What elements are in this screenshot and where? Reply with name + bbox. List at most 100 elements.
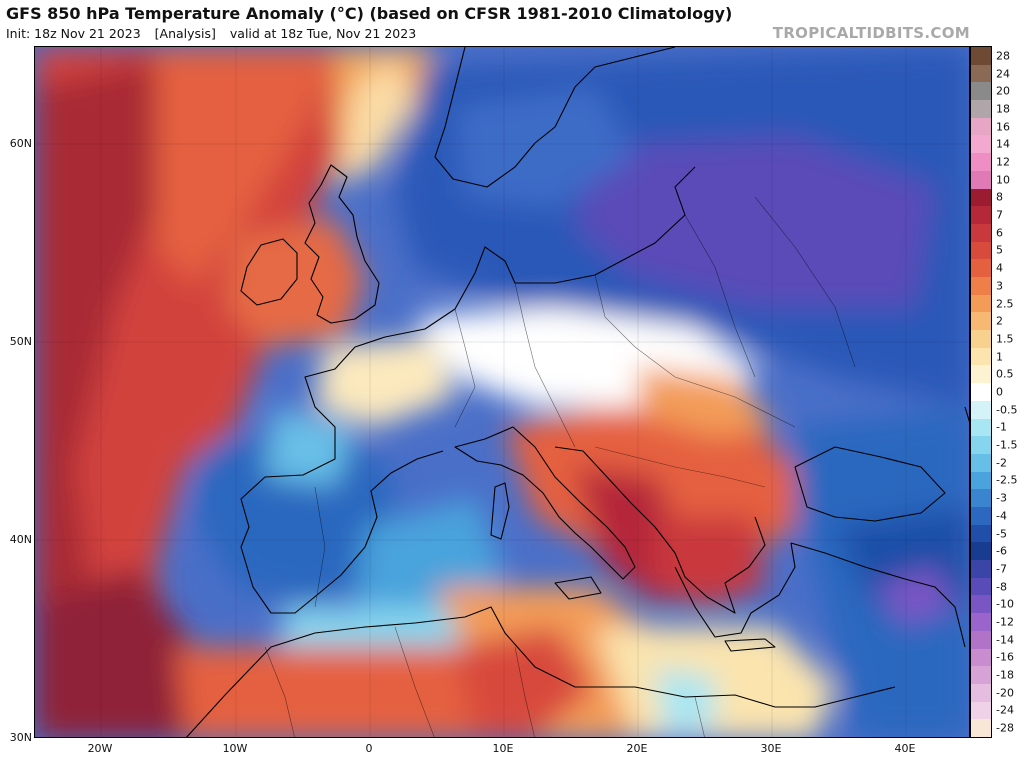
colorbar-label: 0.5 [996, 367, 1014, 381]
chart-title: GFS 850 hPa Temperature Anomaly (°C) (ba… [6, 4, 733, 23]
colorbar-label: 4 [996, 261, 1003, 275]
colorbar-label: -7 [996, 562, 1007, 576]
colorbar-label: -12 [996, 615, 1014, 629]
colorbar-swatch [971, 613, 991, 632]
colorbar-label: 12 [996, 155, 1010, 169]
valid-time: valid at 18z Tue, Nov 21 2023 [229, 26, 417, 41]
lat-label-60n: 60N [9, 137, 32, 150]
colorbar-swatch [971, 277, 991, 296]
colorbar-label: 0 [996, 385, 1003, 399]
colorbar-swatch [971, 241, 991, 260]
colorbar-swatch [971, 453, 991, 473]
colorbar-swatch [971, 400, 991, 420]
colorbar-label: -10 [996, 597, 1014, 611]
lon-label-30e: 30E [760, 742, 782, 755]
colorbar-swatch [971, 701, 991, 720]
colorbar-swatch [971, 542, 991, 561]
colorbar-label: 5 [996, 243, 1003, 257]
colorbar-swatch [971, 577, 991, 596]
colorbar-swatch [971, 418, 991, 437]
colorbar-swatch [971, 117, 991, 136]
colorbar-swatch [971, 666, 991, 685]
colorbar-swatch [971, 630, 991, 650]
colorbar-swatch [971, 330, 991, 349]
colorbar-swatch [971, 347, 991, 366]
colorbar-swatch [971, 64, 991, 83]
colorbar-swatch [971, 259, 991, 278]
brand-watermark: TROPICALTIDBITS.COM [772, 24, 970, 42]
colorbar-label: -2 [996, 456, 1007, 470]
colorbar-label: -4 [996, 509, 1007, 523]
colorbar-label: 7 [996, 208, 1003, 222]
colorbar-swatch [971, 719, 991, 738]
colorbar-label: 24 [996, 67, 1010, 81]
graticule [35, 47, 969, 737]
lat-label-50n: 50N [9, 335, 32, 348]
colorbar-swatch [971, 170, 991, 190]
colorbar-swatch [971, 560, 991, 579]
colorbar-swatch [971, 383, 991, 402]
colorbar-label: 1 [996, 350, 1003, 364]
lon-label-10e: 10E [492, 742, 514, 755]
colorbar-swatch [971, 365, 991, 384]
colorbar-swatch [971, 471, 991, 490]
colorbar-label: -1 [996, 420, 1007, 434]
colorbar-label: -24 [996, 703, 1014, 717]
colorbar-label: 18 [996, 102, 1010, 116]
colorbar-swatch [971, 206, 991, 225]
colorbar-label: -8 [996, 580, 1007, 594]
colorbar-label: 14 [996, 137, 1010, 151]
analysis-tag: [Analysis] [154, 26, 216, 41]
colorbar-label: 28 [996, 49, 1010, 63]
lon-label-20w: 20W [87, 742, 113, 755]
colorbar-swatch [971, 507, 991, 526]
colorbar-swatch [971, 524, 991, 543]
anomaly-field [35, 47, 969, 737]
colorbar-label: 1.5 [996, 332, 1014, 346]
colorbar-swatch [971, 489, 991, 508]
colorbar-swatch [971, 47, 991, 66]
lon-label-20e: 20E [626, 742, 648, 755]
colorbar-label: -0.5 [996, 403, 1018, 417]
lon-label-10w: 10W [222, 742, 248, 755]
colorbar-swatch [971, 595, 991, 614]
colorbar-swatch [971, 82, 991, 101]
colorbar-label: 20 [996, 84, 1010, 98]
colorbar-label: 8 [996, 190, 1003, 204]
colorbar-label: 10 [996, 173, 1010, 187]
lon-label-0: 0 [365, 742, 373, 755]
colorbar-swatch [971, 100, 991, 119]
coastlines [186, 47, 969, 737]
colorbar-label: 3 [996, 279, 1003, 293]
init-time: Init: 18z Nov 21 2023 [6, 26, 141, 41]
lat-label-30n: 30N [9, 731, 32, 744]
colorbar-label: -16 [996, 650, 1014, 664]
map-canvas [35, 47, 969, 737]
colorbar-label: -28 [996, 721, 1014, 735]
lat-label-40n: 40N [9, 533, 32, 546]
anomaly-map [34, 46, 970, 738]
country-borders [264, 196, 856, 737]
colorbar-swatch [971, 135, 991, 154]
chart-subtitle: Init: 18z Nov 21 2023 [Analysis] valid a… [6, 26, 426, 41]
colorbar-swatch [971, 648, 991, 667]
colorbar-label: 2 [996, 314, 1003, 328]
colorbar-label: -1.5 [996, 438, 1018, 452]
colorbar-swatch [971, 436, 991, 455]
colorbar-label: -18 [996, 668, 1014, 682]
colorbar-label: -6 [996, 544, 1007, 558]
colorbar-label: -5 [996, 527, 1007, 541]
colorbar-swatch [971, 683, 991, 703]
colorbar-swatch [971, 294, 991, 313]
colorbar-swatch [971, 312, 991, 331]
colorbar-label: -14 [996, 633, 1014, 647]
colorbar [970, 46, 992, 738]
colorbar-label: 2.5 [996, 297, 1014, 311]
colorbar-label: -20 [996, 686, 1014, 700]
colorbar-label: -2.5 [996, 473, 1018, 487]
colorbar-swatch [971, 153, 991, 172]
colorbar-label: -3 [996, 491, 1007, 505]
colorbar-swatch [971, 223, 991, 243]
lon-label-40e: 40E [894, 742, 916, 755]
colorbar-swatch [971, 188, 991, 207]
